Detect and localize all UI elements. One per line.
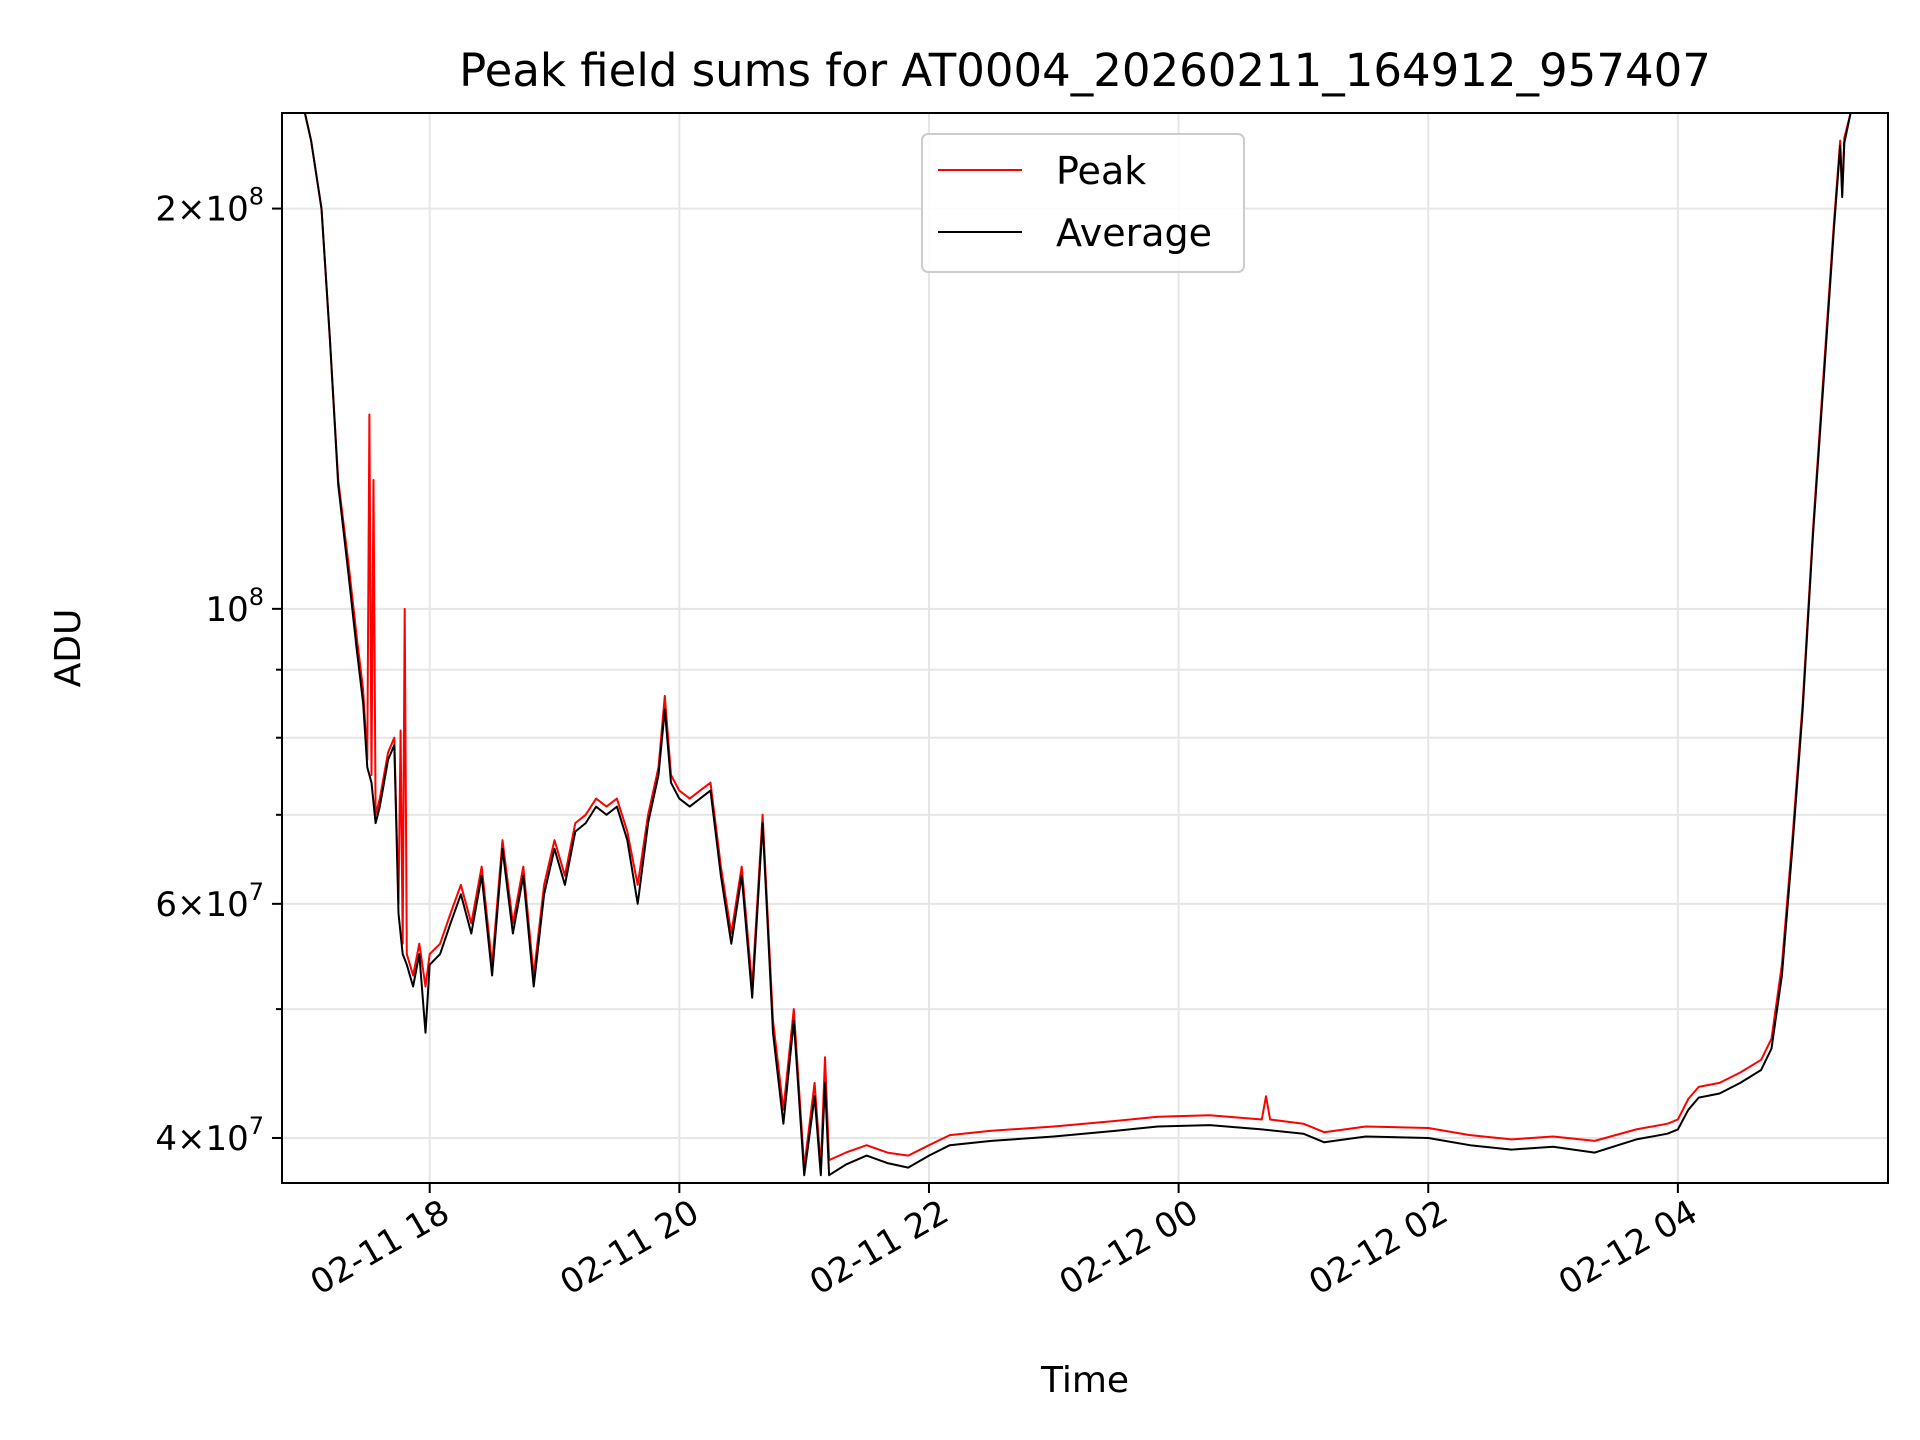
y-tick-exponent: 7 — [249, 878, 264, 906]
y-tick-times: ×10 — [177, 190, 249, 230]
y-tick-times: ×10 — [177, 885, 249, 925]
legend-label-average: Average — [1056, 211, 1212, 255]
series-line-peak — [282, 112, 1888, 1169]
legend-label-peak: Peak — [1056, 149, 1146, 193]
y-tick-label: 108 — [205, 583, 264, 630]
series-line-average — [282, 112, 1888, 1177]
y-tick-label: 6×107 — [155, 878, 264, 925]
y-tick-label: 2×108 — [155, 183, 264, 230]
y-tick-base: 6 — [155, 885, 177, 925]
series-lines — [282, 112, 1888, 1177]
y-tick-base: 2 — [155, 190, 177, 230]
x-axis-label: Time — [1040, 1360, 1129, 1401]
y-tick-base: 4 — [155, 1119, 177, 1159]
y-axis-label: ADU — [48, 609, 89, 688]
chart-title: Peak field sums for AT0004_20260211_1649… — [459, 44, 1711, 97]
plot-frame — [281, 112, 1889, 1184]
y-tick-exponent: 8 — [249, 183, 264, 211]
y-tick-times: 10 — [205, 590, 248, 630]
legend-box — [921, 133, 1245, 273]
y-tick-times: ×10 — [177, 1119, 249, 1159]
y-tick-label: 4×107 — [155, 1112, 264, 1159]
y-tick-exponent: 8 — [249, 583, 264, 611]
legend: Peak Average — [921, 133, 1245, 273]
y-tick-exponent: 7 — [249, 1112, 264, 1140]
